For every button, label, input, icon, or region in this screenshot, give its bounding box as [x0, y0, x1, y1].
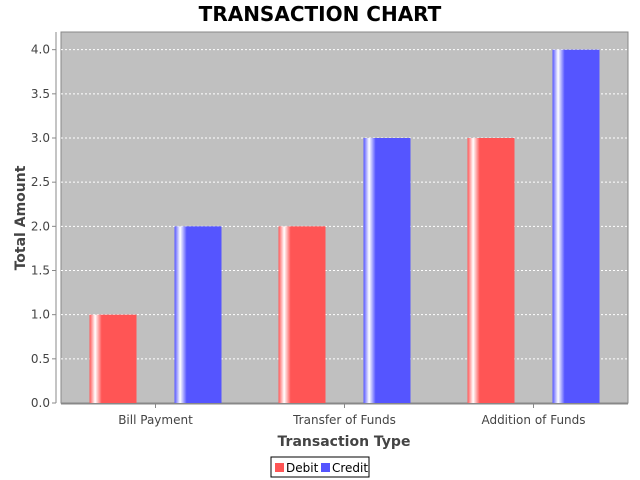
y-tick-label: 2.0 — [31, 219, 50, 233]
x-axis-ticks: Bill Payment Transfer of Funds Addition of… — [118, 404, 586, 427]
y-tick-label: 3.5 — [31, 87, 50, 101]
y-tick-label: 3.0 — [31, 131, 50, 145]
bar-debit-3 — [467, 138, 515, 403]
legend-swatch-credit — [321, 463, 330, 472]
y-tick-label: 0.0 — [31, 396, 50, 410]
legend-label-credit: Credit — [332, 461, 368, 475]
y-axis-label: Total Amount — [13, 165, 29, 270]
y-tick-label: 2.5 — [31, 175, 50, 189]
bar-credit-1 — [174, 226, 222, 403]
legend-box — [270, 456, 370, 478]
legend: Debit Credit — [270, 456, 370, 478]
y-tick-label: 0.5 — [31, 352, 50, 366]
y-tick-label: 4.0 — [31, 43, 50, 57]
x-tick-label: Transfer of Funds — [292, 413, 396, 427]
x-tick-label: Addition of Funds — [481, 413, 585, 427]
x-axis-label: Transaction Type — [278, 434, 411, 450]
gridlines — [61, 49, 628, 360]
legend-label-debit: Debit — [286, 461, 319, 475]
bar-debit-2 — [278, 226, 326, 403]
legend-swatch-debit — [275, 463, 284, 472]
y-tick-label: 1.0 — [31, 308, 50, 322]
bar-credit-2 — [363, 138, 411, 403]
chart-title: TRANSACTION CHART — [199, 2, 442, 26]
y-axis-ticks: 0.0 0.5 1.0 1.5 2.0 2.5 3.0 3.5 4.0 — [31, 43, 56, 410]
plot-area — [60, 31, 629, 404]
bar-credit-3 — [552, 49, 600, 404]
y-tick-label: 1.5 — [31, 264, 50, 278]
bar-debit-1 — [89, 314, 137, 403]
x-tick-label: Bill Payment — [118, 413, 193, 427]
bars — [89, 49, 600, 404]
